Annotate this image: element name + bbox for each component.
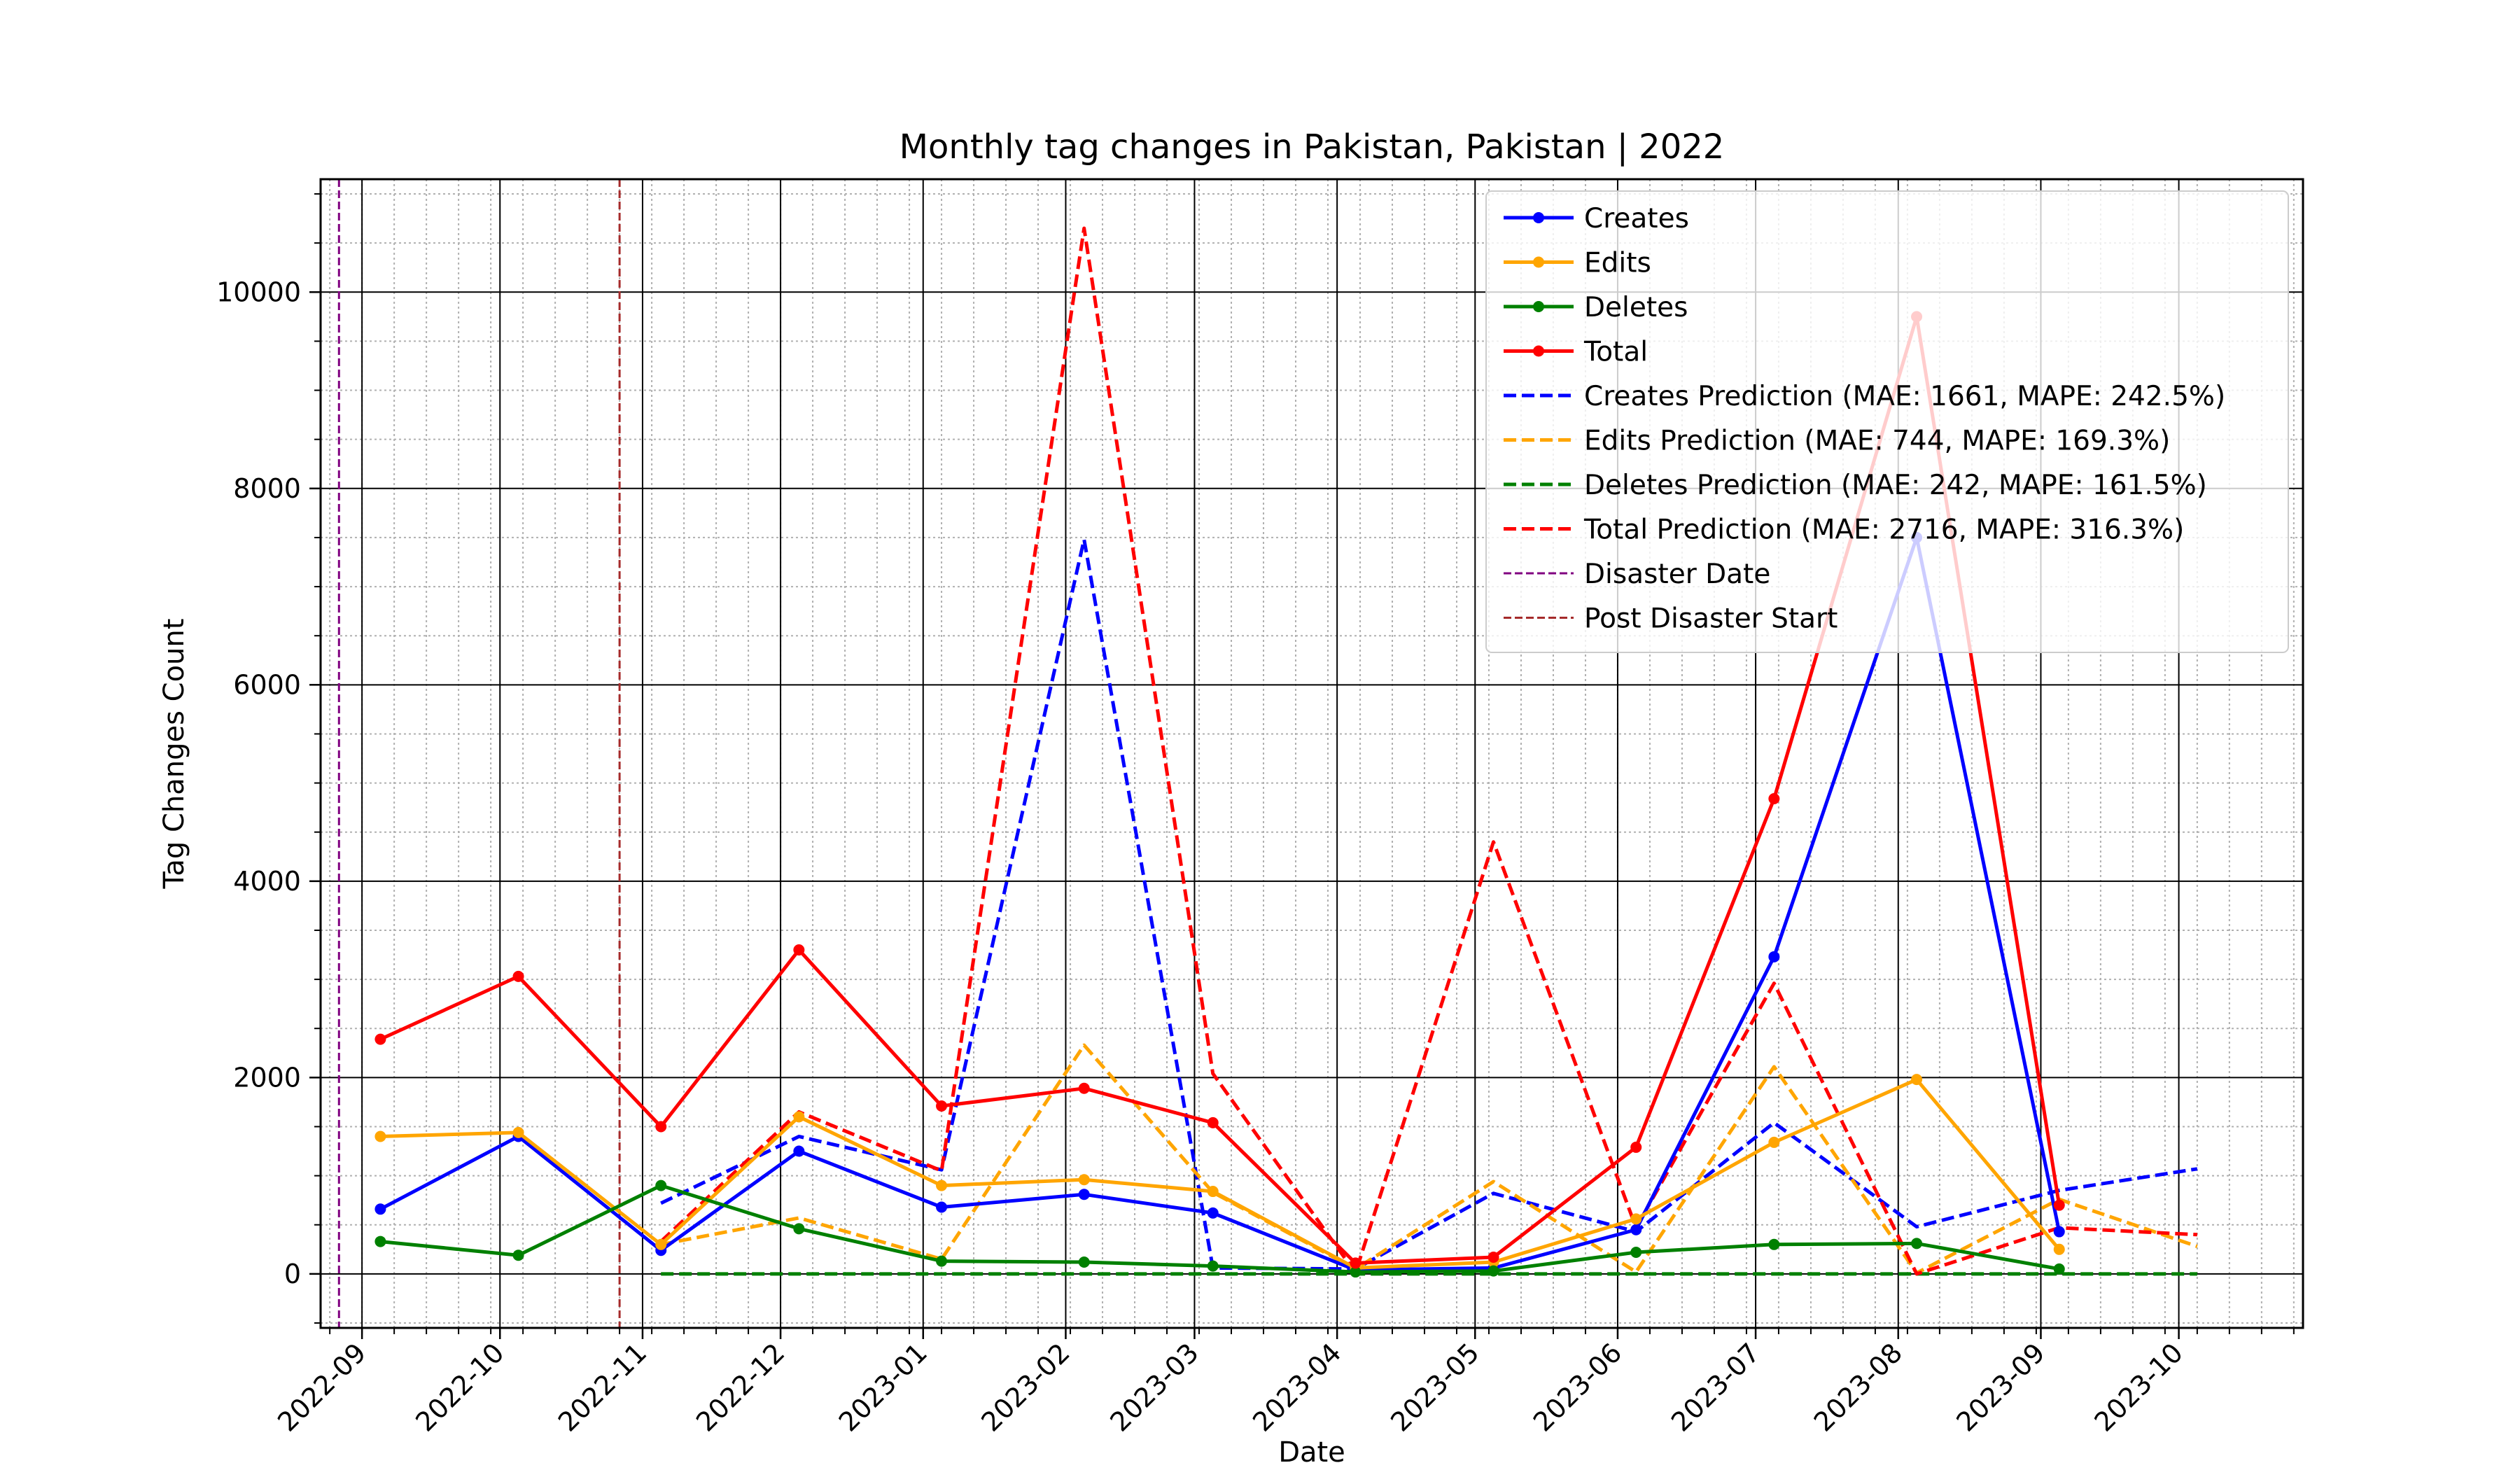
data-point-edits	[655, 1238, 667, 1250]
series-layer	[374, 226, 2198, 1278]
legend-item-edits-prediction: Edits Prediction (MAE: 744, MAPE: 169.3%…	[1504, 426, 2170, 457]
legend-label: Total Prediction (MAE: 2716, MAPE: 316.3…	[1583, 514, 2184, 546]
series-total-prediction	[659, 226, 2198, 1276]
legend-item-creates-prediction: Creates Prediction (MAE: 1661, MAPE: 242…	[1504, 381, 2225, 412]
series-line-creates-prediction	[660, 538, 2198, 1271]
legend-item-total-prediction: Total Prediction (MAE: 2716, MAPE: 316.3…	[1504, 514, 2184, 546]
data-point-total	[374, 1033, 386, 1045]
data-point-total	[1768, 793, 1780, 805]
chart-title: Monthly tag changes in Pakistan, Pakista…	[899, 127, 1725, 167]
data-point-creates	[936, 1201, 948, 1213]
x-axis-label: Date	[1278, 1436, 1345, 1469]
data-point-creates	[1078, 1189, 1090, 1200]
legend-item-disaster-date: Disaster Date	[1504, 559, 1770, 590]
event-lines	[337, 179, 621, 1328]
data-point-edits	[1078, 1174, 1090, 1186]
data-point-total	[2053, 1199, 2065, 1211]
legend-label: Edits	[1584, 248, 1651, 279]
data-point-deletes	[374, 1236, 386, 1247]
data-point-deletes	[1630, 1247, 1642, 1259]
legend-label: Total	[1583, 337, 1648, 368]
data-point-total	[1488, 1252, 1499, 1264]
series-total	[374, 311, 2065, 1269]
data-point-creates	[374, 1203, 386, 1215]
data-point-creates	[1207, 1207, 1219, 1219]
legend-marker	[1533, 256, 1544, 268]
data-point-edits	[793, 1111, 805, 1123]
legend-marker	[1533, 345, 1544, 357]
y-tick-label: 8000	[233, 473, 301, 504]
legend-label: Creates	[1584, 203, 1689, 234]
data-point-total	[936, 1100, 948, 1112]
legend-item-deletes: Deletes	[1504, 292, 1688, 323]
data-point-edits	[1207, 1186, 1219, 1198]
data-point-deletes	[936, 1255, 948, 1267]
data-point-creates	[1768, 951, 1780, 962]
data-point-deletes	[512, 1250, 524, 1261]
legend-label: Post Disaster Start	[1584, 603, 1837, 635]
y-tick-label: 4000	[233, 866, 301, 897]
data-point-deletes	[1911, 1238, 1923, 1250]
data-point-deletes	[1078, 1256, 1090, 1268]
data-point-edits	[1911, 1074, 1923, 1086]
data-point-deletes	[655, 1180, 667, 1191]
data-point-deletes	[2053, 1263, 2065, 1275]
axis-ticks	[309, 193, 2295, 1339]
data-point-deletes	[793, 1223, 805, 1235]
data-point-edits	[374, 1130, 386, 1142]
data-point-edits	[512, 1126, 524, 1138]
y-tick-label: 10000	[216, 276, 301, 307]
legend: Creates Edits Deletes Total Creates Predicti…	[1485, 190, 2289, 653]
legend-item-post-disaster-start: Post Disaster Start	[1504, 603, 1837, 635]
plot-frame	[319, 178, 2304, 1329]
data-point-edits	[1630, 1213, 1642, 1225]
legend-label: Deletes Prediction (MAE: 242, MAPE: 161.…	[1584, 470, 2207, 501]
data-point-total	[1078, 1082, 1090, 1094]
data-point-total	[1207, 1116, 1219, 1128]
legend-marker	[1533, 212, 1544, 223]
data-point-edits	[1768, 1136, 1780, 1148]
series-deletes	[374, 1180, 2065, 1278]
series-creates-prediction	[660, 538, 2198, 1271]
legend-item-total: Total	[1504, 337, 1648, 368]
series-line-edits-prediction	[660, 1043, 2198, 1275]
legend-label: Disaster Date	[1584, 559, 1770, 590]
data-point-edits	[936, 1180, 948, 1191]
legend-item-deletes-prediction: Deletes Prediction (MAE: 242, MAPE: 161.…	[1504, 470, 2207, 501]
data-point-total	[655, 1121, 667, 1133]
legend-item-edits: Edits	[1504, 248, 1651, 279]
series-edits-prediction	[660, 1043, 2198, 1275]
data-point-creates	[793, 1145, 805, 1157]
data-point-creates	[1630, 1224, 1642, 1236]
y-axis-label: Tag Changes Count	[158, 619, 190, 890]
data-point-total	[1350, 1257, 1362, 1269]
data-point-deletes	[1207, 1260, 1219, 1272]
series-line-total-prediction	[659, 226, 2198, 1276]
legend-label: Edits Prediction (MAE: 744, MAPE: 169.3%…	[1584, 426, 2170, 457]
data-point-deletes	[1350, 1266, 1362, 1278]
legend-box	[1485, 190, 2289, 653]
legend-marker	[1533, 301, 1544, 312]
y-tick-label: 2000	[233, 1062, 301, 1093]
data-point-creates	[2053, 1226, 2065, 1238]
legend-label: Creates Prediction (MAE: 1661, MAPE: 242…	[1584, 381, 2225, 412]
data-point-deletes	[1768, 1238, 1780, 1250]
data-point-edits	[2053, 1243, 2065, 1255]
data-point-total	[512, 970, 524, 982]
y-tick-label: 0	[284, 1259, 301, 1289]
data-point-total	[793, 944, 805, 956]
data-point-deletes	[1488, 1265, 1499, 1277]
y-tick-label: 6000	[233, 669, 301, 700]
legend-label: Deletes	[1584, 292, 1688, 323]
data-point-total	[1630, 1141, 1642, 1153]
legend-item-creates: Creates	[1504, 203, 1689, 234]
